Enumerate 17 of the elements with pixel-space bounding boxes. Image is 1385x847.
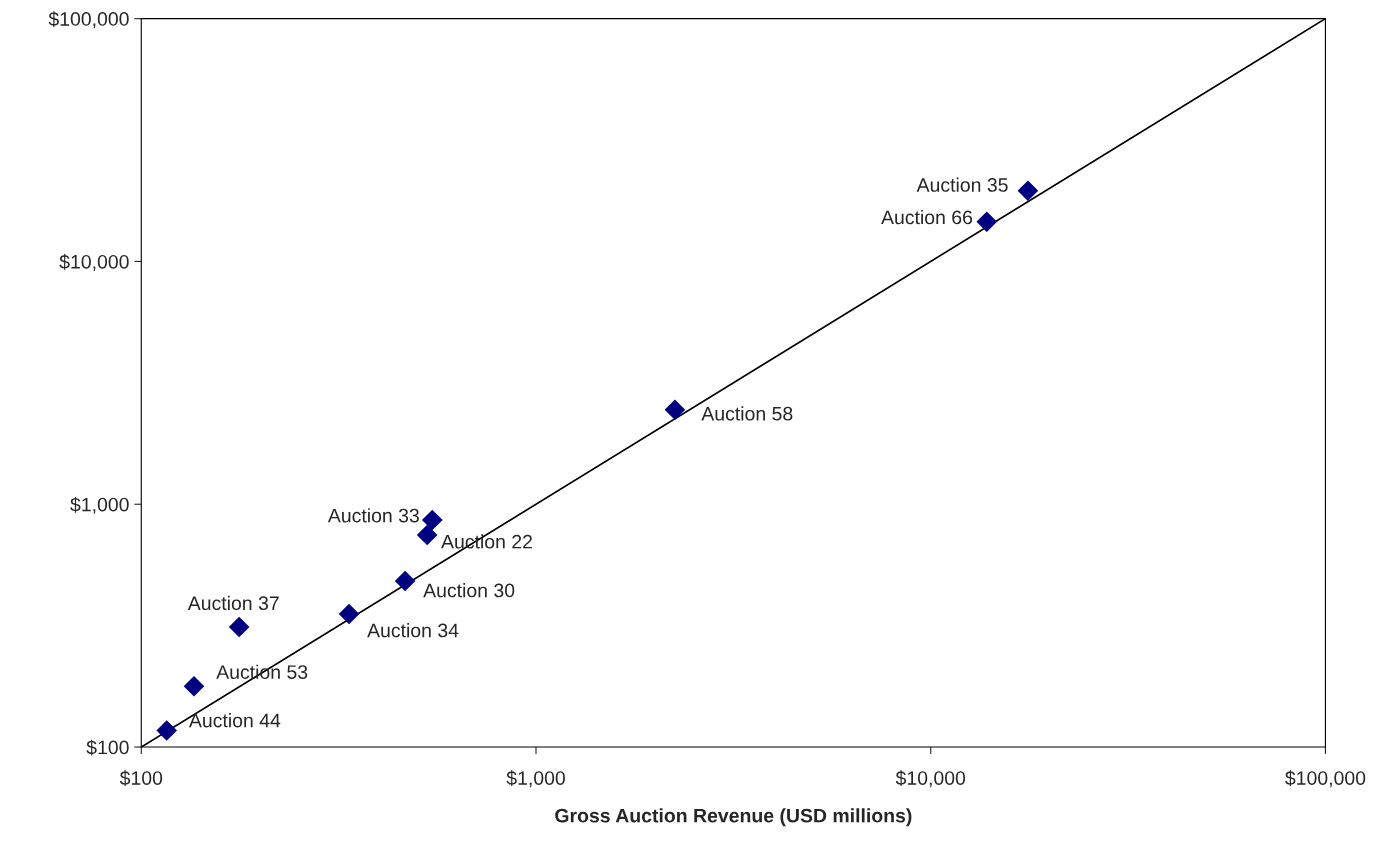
y-tick-label: $10,000 [59, 254, 129, 271]
y-tick-label: $100,000 [48, 11, 129, 29]
y-tick-label: $100 [86, 739, 129, 756]
y-tick-label: $1,000 [70, 496, 129, 514]
annotation: Auction 66 [881, 209, 973, 225]
annotation: Auction 33 [327, 508, 419, 523]
annotation: Auction 34 [367, 623, 459, 638]
x-tick-label: $100 [119, 770, 163, 787]
x-tick-label: $10,000 [895, 770, 966, 788]
annotation: Auction 30 [423, 583, 515, 598]
x-axis-title: Gross Auction Revenue (USD millions) [555, 808, 912, 827]
annotation: Auction 44 [188, 713, 281, 728]
x-tick-label: $1,000 [506, 770, 565, 788]
annotation: Auction 35 [916, 177, 1008, 192]
annotation: Auction 58 [701, 406, 793, 421]
x-tick-label: $100,000 [1285, 770, 1366, 788]
annotation: Auction 37 [187, 595, 279, 611]
